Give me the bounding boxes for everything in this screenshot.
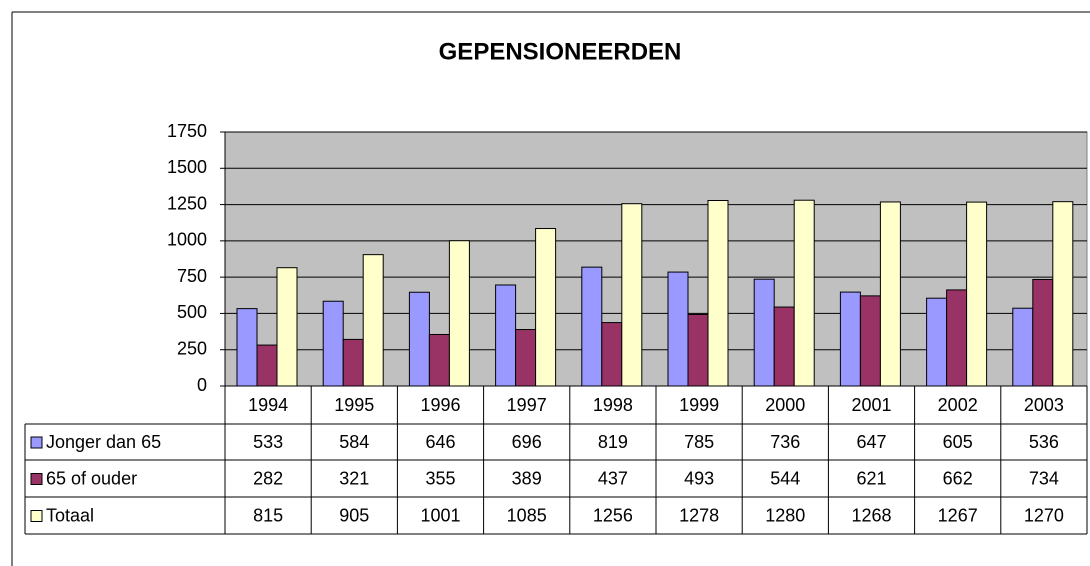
bar <box>581 266 603 387</box>
y-tick-label: 750 <box>177 266 207 286</box>
table-value: 493 <box>684 468 714 488</box>
table-value: 1267 <box>938 505 978 525</box>
bar <box>707 200 729 387</box>
table-value: 905 <box>339 505 369 525</box>
bar <box>793 199 815 387</box>
y-tick-label: 250 <box>177 338 207 358</box>
bar <box>687 313 709 387</box>
bar <box>926 297 948 387</box>
legend-key <box>30 473 43 485</box>
table-value: 647 <box>856 432 886 452</box>
bar <box>839 291 861 387</box>
bar <box>535 228 557 387</box>
bar <box>236 308 258 387</box>
legend-label: Jonger dan 65 <box>46 432 161 452</box>
table-value: 1256 <box>593 505 633 525</box>
y-tick-label: 0 <box>197 375 207 395</box>
table-value: 389 <box>512 468 542 488</box>
table-value: 1270 <box>1024 505 1064 525</box>
table-value: 533 <box>253 432 283 452</box>
table-value: 1280 <box>765 505 805 525</box>
table-value: 1085 <box>507 505 547 525</box>
x-tick-label: 2001 <box>851 395 891 415</box>
table-value: 785 <box>684 432 714 452</box>
legend-label: 65 of ouder <box>46 468 137 488</box>
bar <box>256 344 278 387</box>
table-value: 734 <box>1029 468 1059 488</box>
x-tick-label: 1995 <box>334 395 374 415</box>
chart-title: GEPENSIONEERDEN <box>439 38 682 65</box>
table-value: 584 <box>339 432 369 452</box>
bar <box>448 240 470 387</box>
table-value: 819 <box>598 432 628 452</box>
table-value: 1268 <box>851 505 891 525</box>
x-tick-label: 1998 <box>593 395 633 415</box>
bar <box>667 271 689 387</box>
bar <box>753 278 775 387</box>
table-value: 646 <box>425 432 455 452</box>
bar <box>1032 278 1054 387</box>
table-value: 662 <box>943 468 973 488</box>
bar <box>322 300 344 387</box>
bar <box>495 284 517 387</box>
table-value: 437 <box>598 468 628 488</box>
legend-key <box>30 436 43 449</box>
bar <box>1052 201 1074 387</box>
y-tick-label: 1000 <box>167 230 207 250</box>
bar <box>362 254 384 387</box>
y-tick-label: 500 <box>177 302 207 322</box>
bar <box>408 291 430 387</box>
x-tick-label: 1994 <box>248 395 288 415</box>
bar <box>1012 307 1034 387</box>
bar <box>773 306 795 387</box>
x-tick-label: 2000 <box>765 395 805 415</box>
bar <box>601 322 623 387</box>
table-value: 696 <box>512 432 542 452</box>
y-tick-label: 1750 <box>167 121 207 141</box>
table-value: 1278 <box>679 505 719 525</box>
bar <box>859 295 881 387</box>
bar <box>342 338 364 387</box>
bar <box>879 201 901 387</box>
table-value: 544 <box>770 468 800 488</box>
y-tick-label: 1500 <box>167 157 207 177</box>
bar <box>276 267 298 387</box>
table-value: 605 <box>943 432 973 452</box>
table-value: 321 <box>339 468 369 488</box>
table-value: 355 <box>425 468 455 488</box>
legend-label: Totaal <box>46 505 94 525</box>
x-tick-label: 1996 <box>420 395 460 415</box>
table-value: 621 <box>856 468 886 488</box>
x-tick-label: 2002 <box>938 395 978 415</box>
y-tick-label: 1250 <box>167 193 207 213</box>
table-value: 815 <box>253 505 283 525</box>
table-value: 736 <box>770 432 800 452</box>
bar <box>966 201 988 387</box>
table-value: 282 <box>253 468 283 488</box>
bar <box>946 289 968 387</box>
legend-key <box>30 510 43 522</box>
x-tick-label: 1997 <box>507 395 547 415</box>
bar <box>621 203 643 387</box>
x-tick-label: 2003 <box>1024 395 1064 415</box>
x-tick-label: 1999 <box>679 395 719 415</box>
bar <box>428 333 450 387</box>
table-value: 1001 <box>420 505 460 525</box>
bar <box>515 329 537 387</box>
table-value: 536 <box>1029 432 1059 452</box>
